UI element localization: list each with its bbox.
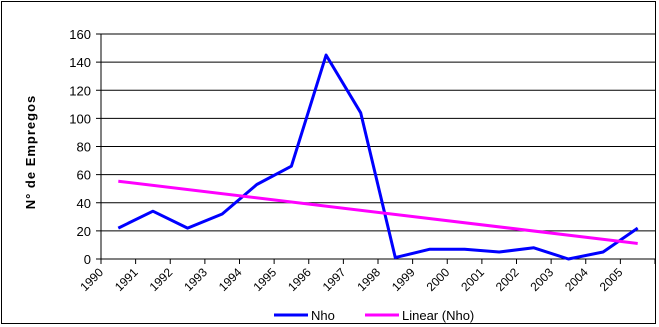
y-tick-label: 120 (69, 83, 91, 98)
legend-entry: Linear (Nho) (365, 308, 474, 323)
x-tick-label: 2005 (597, 265, 626, 294)
legend: Nho Linear (Nho) (274, 308, 474, 323)
legend-label: Nho (311, 308, 335, 323)
x-tick-label: 1996 (285, 265, 314, 294)
legend-label: Linear (Nho) (402, 308, 474, 323)
x-tick-label: 2001 (458, 265, 487, 294)
y-tick-label: 20 (77, 224, 91, 239)
y-tick-label: 100 (69, 111, 91, 126)
y-tick-label: 40 (77, 196, 91, 211)
y-tick-label: 80 (77, 140, 91, 155)
x-tick-label: 1992 (147, 265, 176, 294)
x-tick-label: 1994 (216, 265, 245, 294)
x-tick-label: 2004 (562, 265, 591, 294)
x-tick-label: 1991 (112, 265, 141, 294)
x-tick-label: 1999 (389, 265, 418, 294)
x-axis-ticks: 1990 1991 1992 1993 1994 1995 1996 1997 1998 1999… (77, 259, 656, 294)
x-tick-label: 1990 (77, 265, 106, 294)
series-lines (117, 53, 639, 261)
trendline-linear-nho (118, 179, 638, 245)
y-tick-label: 0 (84, 252, 91, 267)
x-tick-label: 2000 (424, 265, 453, 294)
y-tick-label: 60 (77, 168, 91, 183)
y-axis-title: N° de Empregos (23, 95, 38, 210)
x-tick-label: 1997 (320, 265, 349, 294)
series-line-nho (117, 53, 639, 261)
y-axis-ticks: 0 20 40 60 80 100 120 140 160 (69, 27, 101, 267)
legend-entry: Nho (274, 308, 335, 323)
y-tick-label: 160 (69, 27, 91, 42)
x-tick-label: 1998 (354, 265, 383, 294)
x-tick-label: 1995 (250, 265, 279, 294)
y-tick-label: 140 (69, 55, 91, 70)
axes (100, 34, 655, 260)
gridlines (101, 33, 655, 232)
x-tick-label: 2002 (493, 265, 522, 294)
x-tick-label: 1993 (181, 265, 210, 294)
x-tick-label: 2003 (527, 265, 556, 294)
